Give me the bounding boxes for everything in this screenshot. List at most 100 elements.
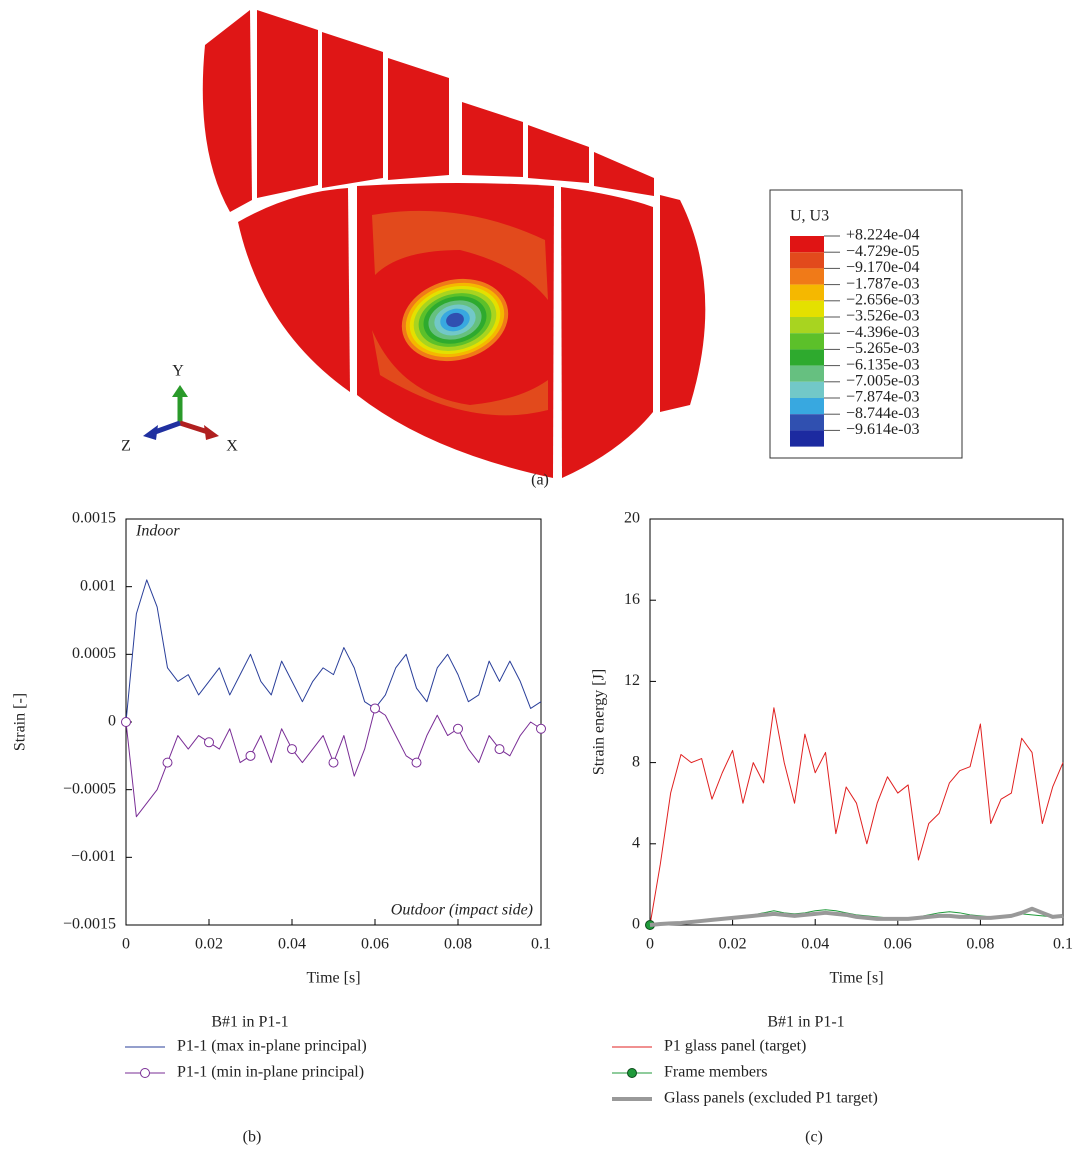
marker [329,758,338,767]
panel [322,32,383,188]
legend-swatch [790,236,824,252]
y-tick-label: 8 [632,753,640,770]
contour-model [203,10,706,478]
line-series [650,708,1063,925]
marker [454,724,463,733]
x-tick-label: 0.08 [966,936,994,953]
y-tick-label: −0.0015 [63,916,116,933]
legend-label: −6.135e-03 [846,356,919,373]
annotation: Outdoor (impact side) [391,902,533,919]
axis-label: Y [172,363,184,380]
plot-frame [126,519,541,925]
legend-label: −8.744e-03 [846,405,919,422]
x-tick-label: 0.02 [719,936,747,953]
legend-label: −5.265e-03 [846,340,919,357]
y-tick-label: 20 [624,510,640,527]
annotation: Indoor [135,523,180,540]
marker [412,758,421,767]
x-axis-label: Time [s] [306,970,360,987]
legend-swatch [790,285,824,301]
legend-marker [141,1069,150,1078]
legend-swatch [790,317,824,333]
legend-swatch [790,382,824,398]
x-tick-label: 0.02 [195,936,223,953]
triad-z [155,423,180,432]
legend-label: +8.224e-04 [846,227,919,244]
x-axis-label: Time [s] [829,970,883,987]
x-tick-label: 0.08 [444,936,472,953]
y-tick-label: −0.0005 [63,780,116,797]
legend-swatch [790,398,824,414]
legend-swatch [790,333,824,349]
y-tick-label: 0.001 [80,577,116,594]
marker [205,738,214,747]
marker [246,751,255,760]
triad-y-head [172,385,188,397]
caption: (b) [243,1129,262,1146]
marker [122,718,131,727]
caption: (a) [531,472,549,489]
marker [495,745,504,754]
x-tick-label: 0 [122,936,130,953]
marker [163,758,172,767]
panel [388,58,449,180]
triad-x-head [204,425,219,440]
legend-label: −9.170e-04 [846,259,919,276]
panel [462,102,523,177]
legend-title: B#1 in P1-1 [767,1014,844,1031]
y-tick-label: 0.0015 [72,510,116,527]
legend-label: P1 glass panel (target) [664,1038,806,1055]
x-tick-label: 0.1 [531,936,551,953]
contour-legend: U, U3 +8.224e-04−4.729e-05−9.170e-04−1.7… [770,190,962,458]
legend-swatch [790,301,824,317]
marker [371,704,380,713]
x-tick-label: 0 [646,936,654,953]
y-tick-label: 0 [108,713,116,730]
legend-label: P1-1 (max in-plane principal) [177,1038,367,1055]
triad-x [180,423,208,432]
line-series [126,580,541,722]
figure: Y Z X U, U3 +8.224e-04−4.729e-05−9.170e-… [0,0,1076,1157]
legend-swatch [790,430,824,446]
legend-title: B#1 in P1-1 [211,1014,288,1031]
legend-label: −9.614e-03 [846,421,919,438]
legend-swatch [790,349,824,365]
legend-label: −1.787e-03 [846,275,919,292]
legend-title: U, U3 [790,208,829,225]
legend-swatch [790,414,824,430]
legend-label: −2.656e-03 [846,291,919,308]
legend-swatch [790,366,824,382]
y-tick-label: 4 [632,834,640,851]
plot-frame [650,519,1063,925]
y-axis-label: Strain [-] [12,693,29,751]
panel [528,125,589,183]
legend-label: −3.526e-03 [846,308,919,325]
legend-label: Glass panels (excluded P1 target) [664,1090,878,1107]
caption: (c) [805,1129,823,1146]
x-tick-label: 0.06 [361,936,389,953]
y-tick-label: 16 [624,591,640,608]
axis-label: X [226,438,238,455]
legend-label: −7.874e-03 [846,389,919,406]
triad-z-head [143,425,158,440]
legend-label: −4.729e-05 [846,243,919,260]
legend-label: Frame members [664,1064,768,1081]
line-series [650,909,1063,925]
x-tick-label: 0.1 [1053,936,1073,953]
legend-label: −7.005e-03 [846,372,919,389]
legend-swatch [790,252,824,268]
panel [257,10,318,198]
panel [238,188,350,392]
y-tick-label: 0.0005 [72,645,116,662]
panel [561,187,653,478]
legend-swatch [790,268,824,284]
marker [537,724,546,733]
legend-marker [628,1069,637,1078]
panel [660,195,705,412]
x-tick-label: 0.04 [278,936,306,953]
panel [594,152,654,196]
axis-triad: Y Z X [121,363,238,455]
y-tick-label: 0 [632,916,640,933]
